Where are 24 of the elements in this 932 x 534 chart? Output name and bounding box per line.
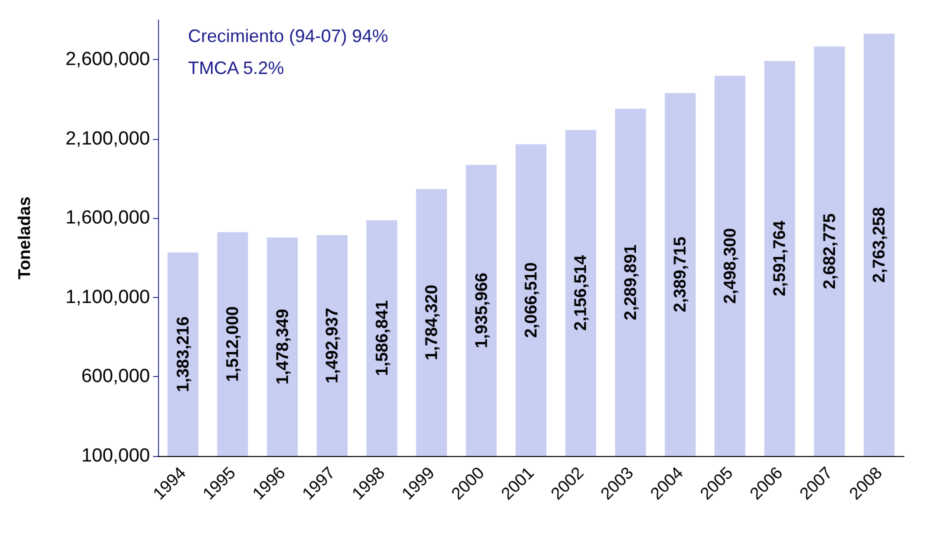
data-label: 1,586,841 [372, 300, 392, 376]
y-tick-label: 1,100,000 [65, 286, 150, 308]
annotation: TMCA 5.2% [188, 58, 284, 78]
data-label: 2,763,258 [870, 207, 889, 283]
data-label: 2,389,715 [670, 236, 690, 312]
data-label: 1,492,937 [322, 308, 342, 384]
y-axis-title: Toneladas [15, 196, 34, 280]
data-label: 2,066,510 [522, 262, 540, 338]
data-label: 1,478,349 [272, 308, 292, 385]
y-tick-label: 100,000 [81, 446, 150, 466]
data-label: 1,935,966 [472, 272, 491, 348]
y-tick-label: 2,100,000 [65, 128, 150, 150]
data-label: 1,512,000 [223, 306, 242, 382]
data-label: 1,383,216 [173, 316, 192, 392]
y-tick-label: 2,600,000 [65, 49, 150, 70]
annotation: Crecimiento (94-07) 94% [188, 26, 388, 46]
data-label: 2,156,514 [571, 254, 590, 331]
y-tick-label: 1,600,000 [65, 208, 150, 229]
data-label: 1,784,320 [422, 284, 442, 360]
y-tick-label: 600,000 [81, 366, 150, 388]
data-label: 2,289,891 [620, 244, 640, 320]
data-label: 2,591,764 [770, 220, 790, 296]
data-label: 2,498,300 [720, 228, 740, 304]
data-label: 2,682,775 [820, 213, 839, 290]
